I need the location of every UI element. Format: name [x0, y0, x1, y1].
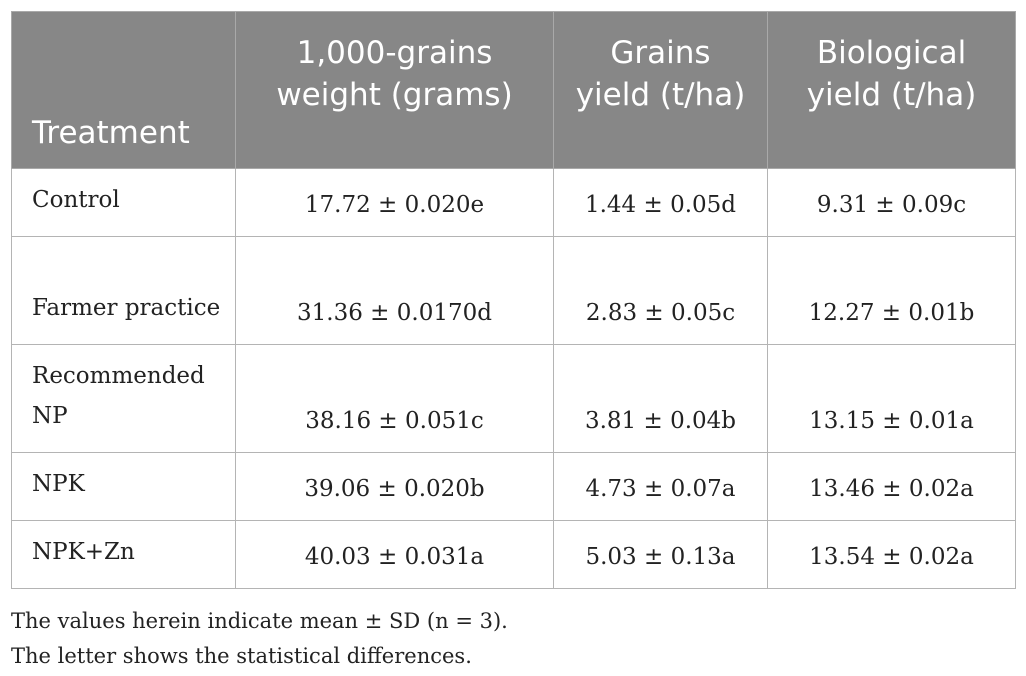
grain-weight-cell: 40.03 ± 0.031a [235, 520, 554, 589]
header-biological-yield: Biological yield (t/ha) [767, 11, 1016, 169]
footnote-letters: The letter shows the statistical differe… [11, 644, 472, 668]
table-header: Treatment 1,000-grains weight (grams) Gr… [11, 11, 1016, 169]
results-table: Treatment 1,000-grains weight (grams) Gr… [11, 11, 1016, 589]
treatment-cell: Control [11, 168, 236, 237]
table-row: Control 17.72 ± 0.020e 1.44 ± 0.05d 9.31… [11, 168, 1016, 237]
biological-yield-cell: 13.15 ± 0.01a [767, 344, 1016, 453]
grain-weight-cell: 39.06 ± 0.020b [235, 452, 554, 521]
header-treatment: Treatment [11, 11, 236, 169]
footnote-mean-sd: The values herein indicate mean ± SD (n … [11, 609, 508, 633]
biological-yield-cell: 9.31 ± 0.09c [767, 168, 1016, 237]
treatment-cell: NPK [11, 452, 236, 521]
table-row: NPK 39.06 ± 0.020b 4.73 ± 0.07a 13.46 ± … [11, 452, 1016, 521]
grain-yield-cell: 3.81 ± 0.04b [553, 344, 768, 453]
table-row: Recommended NP 38.16 ± 0.051c 3.81 ± 0.0… [11, 344, 1016, 453]
biological-yield-cell: 13.46 ± 0.02a [767, 452, 1016, 521]
table-footnotes: The values herein indicate mean ± SD (n … [11, 604, 508, 674]
grain-weight-cell: 31.36 ± 0.0170d [235, 236, 554, 345]
header-row: Treatment 1,000-grains weight (grams) Gr… [11, 11, 1016, 169]
grain-yield-cell: 5.03 ± 0.13a [553, 520, 768, 589]
header-grain-yield: Grains yield (t/ha) [553, 11, 768, 169]
grain-yield-cell: 4.73 ± 0.07a [553, 452, 768, 521]
table-row: Farmer practice 31.36 ± 0.0170d 2.83 ± 0… [11, 236, 1016, 345]
grain-yield-cell: 1.44 ± 0.05d [553, 168, 768, 237]
grain-weight-cell: 17.72 ± 0.020e [235, 168, 554, 237]
treatment-cell: NPK+Zn [11, 520, 236, 589]
table-body: Control 17.72 ± 0.020e 1.44 ± 0.05d 9.31… [11, 168, 1016, 589]
table-row: NPK+Zn 40.03 ± 0.031a 5.03 ± 0.13a 13.54… [11, 520, 1016, 589]
header-grain-weight: 1,000-grains weight (grams) [235, 11, 554, 169]
treatment-cell: Farmer practice [11, 236, 236, 345]
biological-yield-cell: 13.54 ± 0.02a [767, 520, 1016, 589]
treatment-cell: Recommended NP [11, 344, 236, 453]
grain-weight-cell: 38.16 ± 0.051c [235, 344, 554, 453]
biological-yield-cell: 12.27 ± 0.01b [767, 236, 1016, 345]
grain-yield-cell: 2.83 ± 0.05c [553, 236, 768, 345]
